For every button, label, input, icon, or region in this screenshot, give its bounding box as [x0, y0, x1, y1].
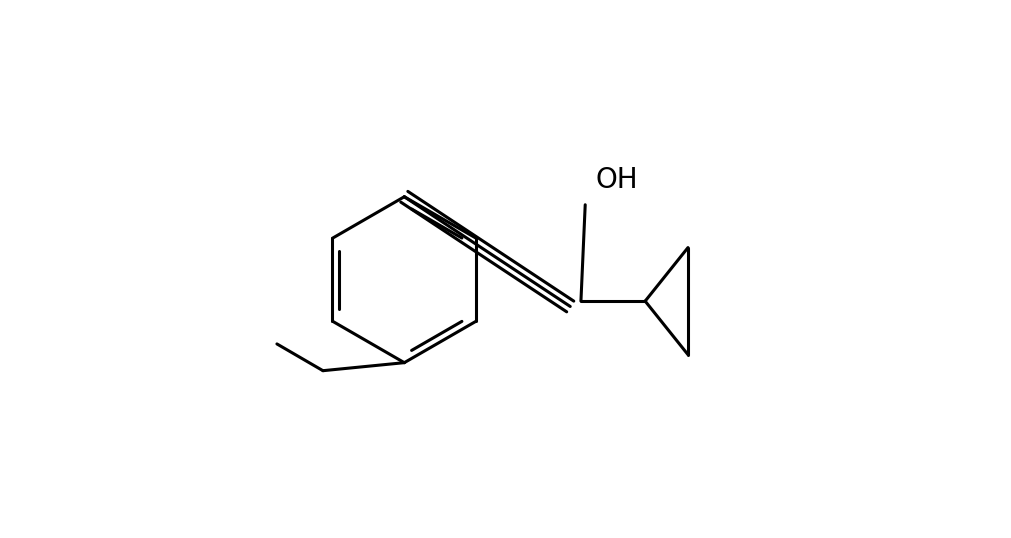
Text: OH: OH — [595, 166, 638, 194]
